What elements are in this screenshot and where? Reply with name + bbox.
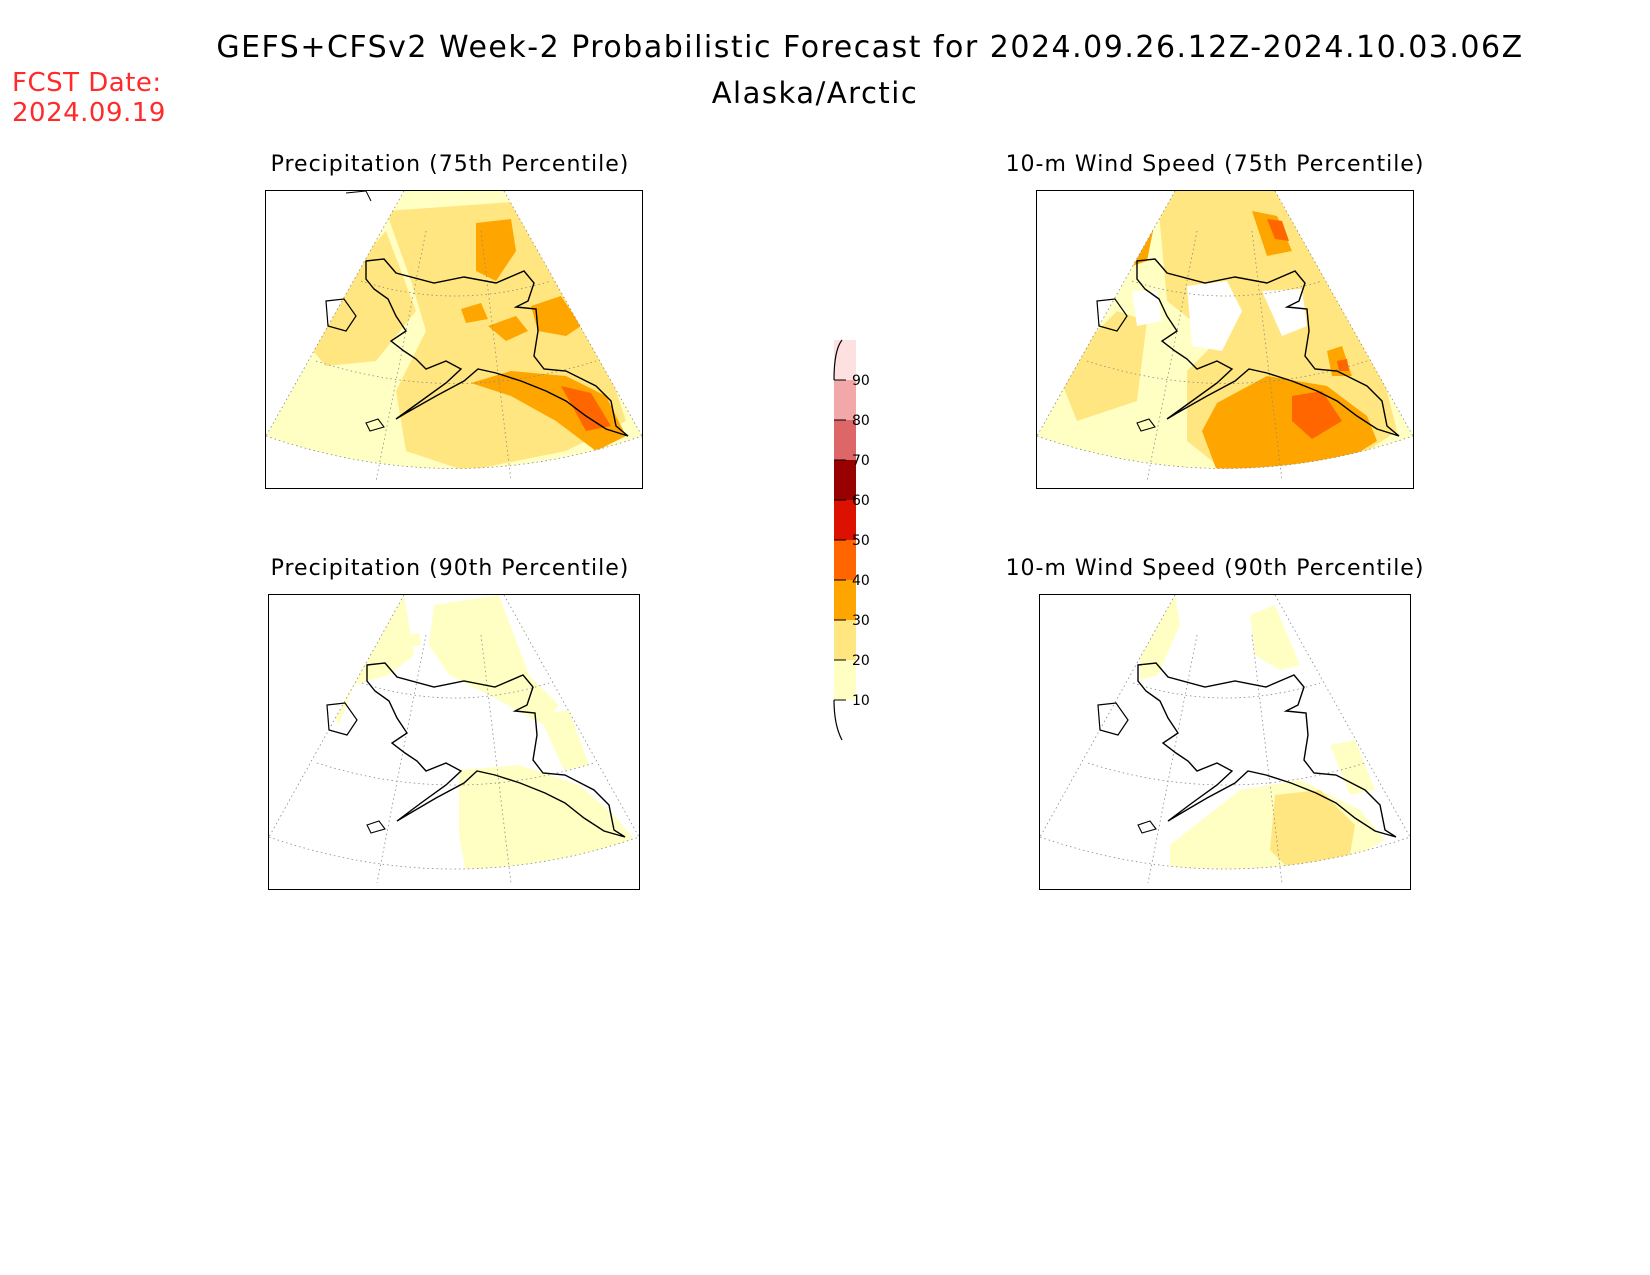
colorbar-label-70: 70: [852, 453, 870, 469]
map-precip75: [265, 190, 643, 489]
panel-title-precip75: Precipitation (75th Percentile): [270, 152, 630, 177]
precip75-region-30-north: [476, 219, 516, 281]
wind75-alaska-coastline: [1136, 258, 1400, 437]
colorbar-bottom-bracket: [833, 699, 843, 741]
colorbar: 10 20 30 40 50 60 70 80 90: [833, 339, 870, 741]
colorbar-ticks: [834, 379, 846, 701]
wind75-graticule: [1037, 191, 1413, 482]
colorbar-label-90: 90: [852, 373, 870, 389]
precip75-region-30-c: [531, 296, 581, 336]
wind75-region-30-gulf: [1202, 376, 1377, 469]
map-precip90-svg: [269, 595, 639, 884]
precip90-alaska-coastline: [366, 662, 626, 838]
wind75-region-40-east: [1337, 359, 1349, 371]
wind90-chukotka-coast: [1097, 702, 1129, 736]
precip90-region-10-spot: [409, 633, 421, 647]
wind75-region-30-north: [1252, 211, 1292, 256]
wind90-alaska-coastline: [1137, 662, 1397, 838]
precip75-region-20-west: [296, 231, 416, 366]
main-title: GEFS+CFSv2 Week-2 Probabilistic Forecast…: [216, 30, 1524, 65]
wind75-region-below10-c: [1132, 291, 1162, 326]
wind90-region-10-nw: [1140, 595, 1180, 680]
colorbar-swatch-0: [834, 660, 856, 700]
precip75-region-20-central: [416, 341, 526, 411]
colorbar-labels: 10 20 30 40 50 60 70 80 90: [852, 373, 870, 709]
colorbar-swatch-6: [834, 420, 856, 460]
panel-title-precip90: Precipitation (90th Percentile): [270, 556, 630, 581]
map-wind75: [1036, 190, 1414, 489]
wind90-graticule: [1040, 595, 1410, 884]
panel-title-wind90: 10-m Wind Speed (90th Percentile): [1005, 556, 1425, 581]
precip75-region-30-a: [461, 303, 488, 323]
colorbar-swatch-1: [834, 620, 856, 660]
colorbar-label-40: 40: [852, 573, 870, 589]
wind75-region-40-north: [1267, 219, 1289, 241]
precip90-region-10-north: [429, 595, 559, 725]
wind90-region-10-east: [1330, 740, 1375, 795]
panel-title-wind75: 10-m Wind Speed (75th Percentile): [1005, 152, 1425, 177]
precip90-island: [366, 820, 386, 834]
map-precip90: [268, 594, 640, 890]
precip75-chukotka-coast: [325, 298, 357, 332]
wind90-region-20: [1270, 790, 1355, 869]
wind90-island: [1137, 820, 1157, 834]
wind90-region-10-north: [1250, 605, 1300, 670]
colorbar-label-50: 50: [852, 533, 870, 549]
colorbar-swatches: [834, 340, 856, 700]
colorbar-label-80: 80: [852, 413, 870, 429]
wind75-island: [1136, 418, 1156, 432]
precip75-graticule: [266, 191, 642, 482]
wind75-region-below10-b: [1262, 289, 1307, 336]
precip75-alaska-coastline: [365, 258, 629, 437]
region-subtitle: Alaska/Arctic: [711, 76, 919, 110]
colorbar-swatch-8: [834, 340, 856, 380]
colorbar-label-60: 60: [852, 493, 870, 509]
precip75-region-30-gulf: [471, 371, 626, 451]
colorbar-label-30: 30: [852, 613, 870, 629]
colorbar-top-bracket: [833, 339, 843, 381]
precip75-region-40: [561, 386, 611, 431]
precip90-region-10-nw: [329, 595, 414, 725]
map-precip75-svg: [266, 191, 642, 482]
precip90-region-10-east: [539, 710, 589, 770]
map-wind90-svg: [1040, 595, 1410, 884]
map-wind75-svg: [1037, 191, 1413, 482]
colorbar-swatch-5: [834, 460, 856, 500]
forecast-date-label: FCST Date:: [12, 68, 162, 98]
colorbar-label-20: 20: [852, 653, 870, 669]
precip90-graticule: [269, 595, 639, 884]
wind75-region-20-west: [1057, 311, 1147, 421]
wind75-chukotka-coast: [1096, 298, 1128, 332]
forecast-date: FCST Date: 2024.09.19: [12, 68, 166, 128]
colorbar-swatch-7: [834, 380, 856, 420]
wind75-region-below10-a: [1187, 281, 1242, 351]
precip75-coast-fragment: [345, 191, 372, 202]
forecast-date-value: 2024.09.19: [12, 98, 166, 128]
colorbar-swatch-3: [834, 540, 856, 580]
wind75-region-40-gulf: [1292, 391, 1342, 439]
colorbar-swatch-2: [834, 580, 856, 620]
precip75-island: [365, 418, 385, 432]
colorbar-label-10: 10: [852, 693, 870, 709]
colorbar-swatch-4: [834, 500, 856, 540]
precip90-chukotka-coast: [326, 702, 358, 736]
map-wind90: [1039, 594, 1411, 890]
precip75-region-30-b: [488, 316, 528, 341]
